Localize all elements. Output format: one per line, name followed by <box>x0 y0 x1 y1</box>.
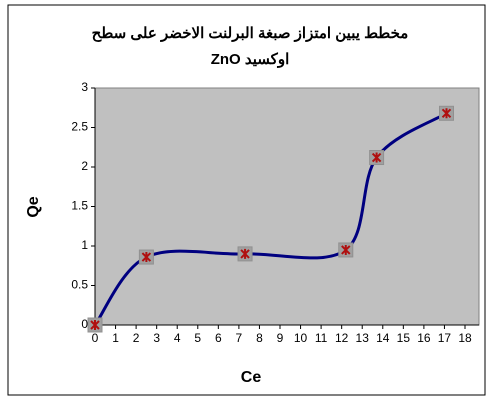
y-tick-label: 1 <box>81 238 88 252</box>
x-tick-label: 10 <box>294 331 308 345</box>
y-tick-label: 0 <box>81 317 88 331</box>
x-tick-label: 3 <box>153 331 160 345</box>
x-tick-label: 6 <box>215 331 222 345</box>
x-tick-label: 18 <box>458 331 472 345</box>
y-tick-label: 1.5 <box>71 199 88 213</box>
chart-title: اوكسيد ZnO <box>211 51 290 68</box>
y-tick-label: 2.5 <box>71 120 88 134</box>
x-tick-label: 17 <box>438 331 452 345</box>
x-tick-label: 1 <box>112 331 119 345</box>
x-tick-label: 5 <box>194 331 201 345</box>
x-tick-label: 11 <box>315 331 328 345</box>
plot-area <box>94 87 480 326</box>
marker <box>87 317 103 333</box>
x-tick-label: 15 <box>397 331 411 345</box>
chart-title: مخطط يبين امتزاز صبغة البرلنت الاخضر على… <box>92 25 409 42</box>
x-tick-label: 2 <box>133 331 140 345</box>
marker <box>338 242 354 258</box>
x-tick-label: 4 <box>174 331 181 345</box>
x-tick-label: 13 <box>356 331 370 345</box>
x-tick-label: 7 <box>236 331 243 345</box>
x-tick-label: 9 <box>277 331 284 345</box>
marker <box>439 105 454 121</box>
marker <box>369 150 385 166</box>
x-axis-title: Ce <box>241 369 262 386</box>
marker <box>237 246 253 262</box>
y-axis-title: Qe <box>25 196 42 217</box>
y-tick-label: 0.5 <box>71 278 88 292</box>
x-tick-label: 12 <box>335 331 349 345</box>
y-tick-label: 2 <box>81 159 88 173</box>
marker <box>138 249 154 265</box>
x-tick-label: 14 <box>376 331 390 345</box>
x-tick-label: 8 <box>256 331 263 345</box>
x-tick-label: 16 <box>417 331 431 345</box>
y-tick-label: 3 <box>81 80 88 94</box>
x-tick-label: 0 <box>92 331 99 345</box>
